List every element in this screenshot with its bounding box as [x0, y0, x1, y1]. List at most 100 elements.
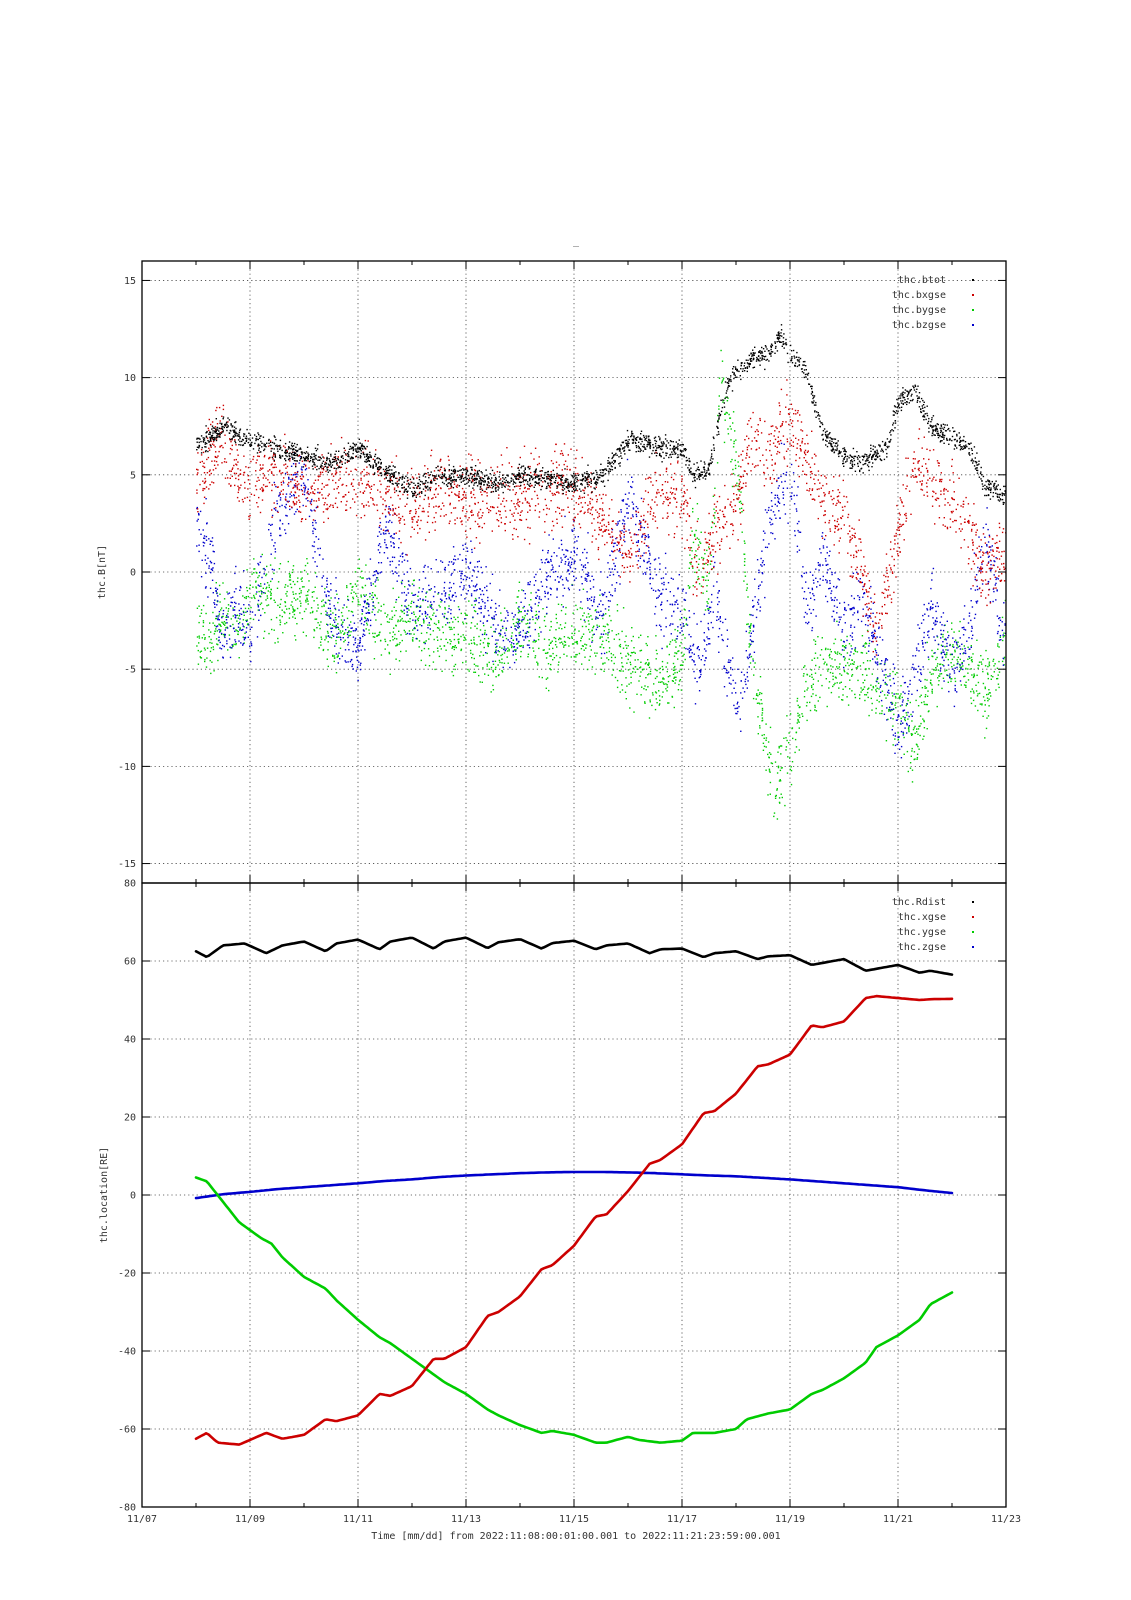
data-point — [259, 603, 262, 606]
data-point — [920, 701, 923, 704]
data-point — [370, 582, 372, 584]
data-point — [959, 669, 961, 671]
data-point — [197, 663, 200, 665]
data-point — [314, 572, 317, 574]
data-point — [414, 627, 416, 630]
data-point — [840, 639, 842, 641]
data-point — [639, 666, 642, 668]
data-point — [921, 483, 923, 485]
data-point — [806, 673, 808, 676]
data-point — [778, 485, 780, 487]
data-point — [247, 607, 250, 610]
data-point — [683, 598, 685, 601]
data-point — [558, 565, 560, 567]
data-point — [926, 608, 928, 610]
data-point — [874, 656, 876, 658]
data-point — [959, 658, 961, 661]
data-point — [1002, 636, 1005, 638]
data-point — [376, 597, 378, 600]
data-point — [679, 645, 681, 647]
data-point — [597, 605, 599, 608]
data-point — [200, 533, 202, 535]
data-point — [322, 575, 325, 577]
data-point — [401, 604, 403, 607]
data-point — [546, 606, 548, 608]
data-point — [852, 614, 854, 616]
data-point — [527, 631, 530, 633]
data-point — [594, 652, 596, 654]
data-point — [663, 683, 665, 685]
data-point — [591, 605, 594, 607]
data-point — [342, 496, 344, 498]
data-point — [655, 624, 658, 627]
data-point — [518, 632, 520, 634]
data-point — [694, 571, 696, 573]
data-point — [204, 637, 206, 639]
data-point — [339, 630, 341, 632]
data-point — [807, 587, 810, 589]
data-point — [778, 510, 780, 512]
data-point — [296, 607, 299, 610]
data-point — [439, 598, 442, 600]
data-point — [952, 637, 954, 639]
data-point — [373, 658, 376, 660]
data-point — [830, 590, 833, 592]
data-point — [871, 673, 873, 675]
data-point — [810, 685, 813, 687]
data-point — [713, 522, 715, 525]
data-point — [733, 442, 735, 445]
data-point — [879, 619, 881, 621]
data-point — [535, 591, 537, 594]
data-point — [601, 636, 603, 638]
data-point — [490, 666, 493, 669]
data-point — [889, 709, 891, 711]
data-point — [307, 493, 309, 495]
data-point — [324, 601, 327, 604]
data-point — [849, 688, 851, 690]
data-point — [454, 569, 456, 571]
data-point — [674, 682, 676, 684]
data-point — [765, 737, 768, 739]
data-point — [819, 565, 821, 567]
data-point — [218, 623, 220, 625]
data-point — [939, 621, 941, 624]
data-point — [614, 542, 616, 544]
data-point — [819, 696, 821, 699]
data-point — [611, 550, 613, 552]
data-point — [313, 541, 316, 543]
data-point — [347, 595, 349, 598]
data-point — [612, 669, 615, 671]
data-point — [503, 646, 506, 648]
data-point — [872, 635, 874, 637]
data-point — [503, 607, 506, 609]
data-point — [938, 680, 940, 682]
data-point — [918, 650, 920, 652]
data-point — [304, 489, 306, 491]
data-point — [198, 512, 200, 515]
data-point — [264, 592, 266, 594]
data-point — [836, 606, 838, 608]
data-point — [308, 493, 310, 496]
data-point — [986, 550, 988, 553]
data-point — [301, 466, 303, 468]
data-point — [438, 629, 441, 631]
data-point — [588, 575, 590, 577]
data-point — [608, 631, 610, 633]
data-point — [699, 542, 702, 544]
data-point — [829, 587, 831, 589]
data-point — [391, 521, 393, 524]
data-point — [255, 572, 258, 574]
data-point — [767, 509, 770, 511]
data-point — [555, 461, 558, 463]
data-point — [682, 633, 684, 636]
data-point — [441, 599, 443, 601]
data-point — [675, 679, 677, 681]
data-point — [929, 681, 932, 684]
data-point — [859, 694, 861, 696]
data-point — [432, 630, 434, 632]
data-point — [984, 737, 986, 739]
data-point — [216, 592, 218, 595]
data-point — [640, 661, 642, 663]
data-point — [934, 620, 937, 623]
data-point — [870, 585, 872, 588]
